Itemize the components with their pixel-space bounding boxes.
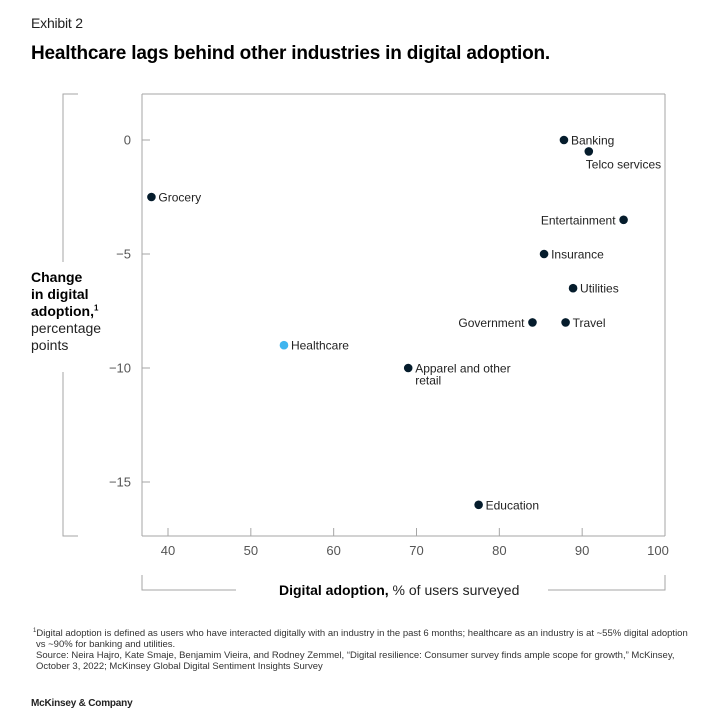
scatter-chart: 40 50 60 70 80 90 100 0 −5 −10 −15 Banking Telco s…	[62, 93, 669, 591]
y-axis-label: Change in digital adoption,1 percentage …	[31, 269, 101, 354]
data-point-group: Utilities	[568, 282, 619, 296]
x-tick-label: 40	[161, 543, 175, 558]
x-axis-ticks: 40 50 60 70 80 90 100	[161, 528, 669, 558]
y-axis-label-line: in digital	[31, 286, 89, 302]
y-tick-label: −5	[116, 247, 131, 262]
x-axis-label-rest: % of users surveyed	[388, 582, 520, 598]
data-label: Insurance	[551, 248, 604, 262]
data-point-group: Entertainment	[541, 213, 628, 227]
data-label: Apparel and other	[415, 362, 510, 376]
data-point-group: Banking	[559, 134, 614, 148]
y-axis-label-line: points	[31, 337, 69, 353]
exhibit-number: Exhibit 2	[31, 15, 83, 31]
data-point	[568, 283, 578, 293]
data-points: Banking Telco services Grocery Entertainmen…	[147, 134, 661, 512]
plot-frame	[141, 93, 666, 537]
data-point	[474, 500, 483, 510]
x-tick-label: 70	[409, 543, 423, 558]
y-tick-label: 0	[124, 133, 131, 148]
data-point	[539, 249, 549, 259]
footnote-marker: 1	[33, 627, 37, 634]
data-point	[279, 340, 289, 350]
data-label: Grocery	[158, 191, 201, 205]
axis-brackets	[62, 93, 666, 591]
data-point-group: Grocery	[147, 191, 201, 205]
data-point	[403, 363, 413, 373]
data-label: Travel	[573, 316, 606, 330]
data-point-group: Travel	[561, 316, 606, 330]
data-point-group: Government	[458, 316, 537, 330]
data-label: retail	[415, 374, 441, 388]
x-tick-label: 60	[326, 543, 340, 558]
data-label: Telco services	[586, 157, 661, 171]
data-point	[147, 192, 156, 202]
y-bracket-lower	[62, 372, 78, 537]
chart-title: Healthcare lags behind other industries …	[31, 43, 551, 64]
data-label: Healthcare	[291, 339, 349, 353]
y-axis-label-text: adoption,	[31, 303, 94, 319]
source-text: Source: Neira Hajro, Kate Smaje, Benjami…	[36, 650, 675, 661]
y-axis-label-line: Change	[31, 269, 83, 285]
x-axis-label-bold: Digital adoption,	[279, 582, 389, 598]
data-label: Utilities	[580, 282, 619, 296]
data-point	[619, 215, 628, 225]
x-tick-label: 50	[244, 543, 258, 558]
x-tick-label: 80	[492, 543, 506, 558]
data-point-group: Telco services	[584, 147, 661, 171]
x-tick-label: 100	[647, 543, 669, 558]
data-point-group: Insurance	[539, 248, 604, 262]
data-label: Education	[486, 498, 539, 512]
data-point-group: Healthcare	[279, 339, 349, 353]
data-point-group: Education	[474, 498, 539, 512]
footnotes: 1Digital adoption is defined as users wh…	[31, 628, 691, 672]
y-axis-label-line: percentage	[31, 320, 102, 336]
data-point	[559, 135, 569, 145]
data-label: Entertainment	[541, 213, 616, 227]
data-label: Government	[458, 316, 525, 330]
y-bracket-upper	[62, 93, 78, 262]
footnote-marker: 1	[94, 303, 99, 313]
y-axis-label-line: adoption,1	[31, 303, 101, 320]
source-text: October 3, 2022; McKinsey Global Digital…	[36, 661, 323, 672]
data-label: Banking	[571, 134, 614, 148]
y-tick-label: −10	[109, 361, 131, 376]
data-point	[528, 318, 537, 327]
x-tick-label: 90	[575, 543, 589, 558]
data-point	[584, 147, 594, 156]
footnote-text: vs ~90% for banking and utilities.	[36, 639, 176, 650]
x-bracket-left	[141, 575, 236, 591]
y-tick-label: −15	[109, 475, 131, 490]
x-bracket-right	[548, 575, 666, 591]
data-point	[561, 318, 570, 327]
y-axis-ticks: 0 −5 −10 −15	[109, 133, 150, 490]
footnote-text: Digital adoption is defined as users who…	[36, 628, 688, 639]
brand-logo: McKinsey & Company	[31, 698, 133, 709]
